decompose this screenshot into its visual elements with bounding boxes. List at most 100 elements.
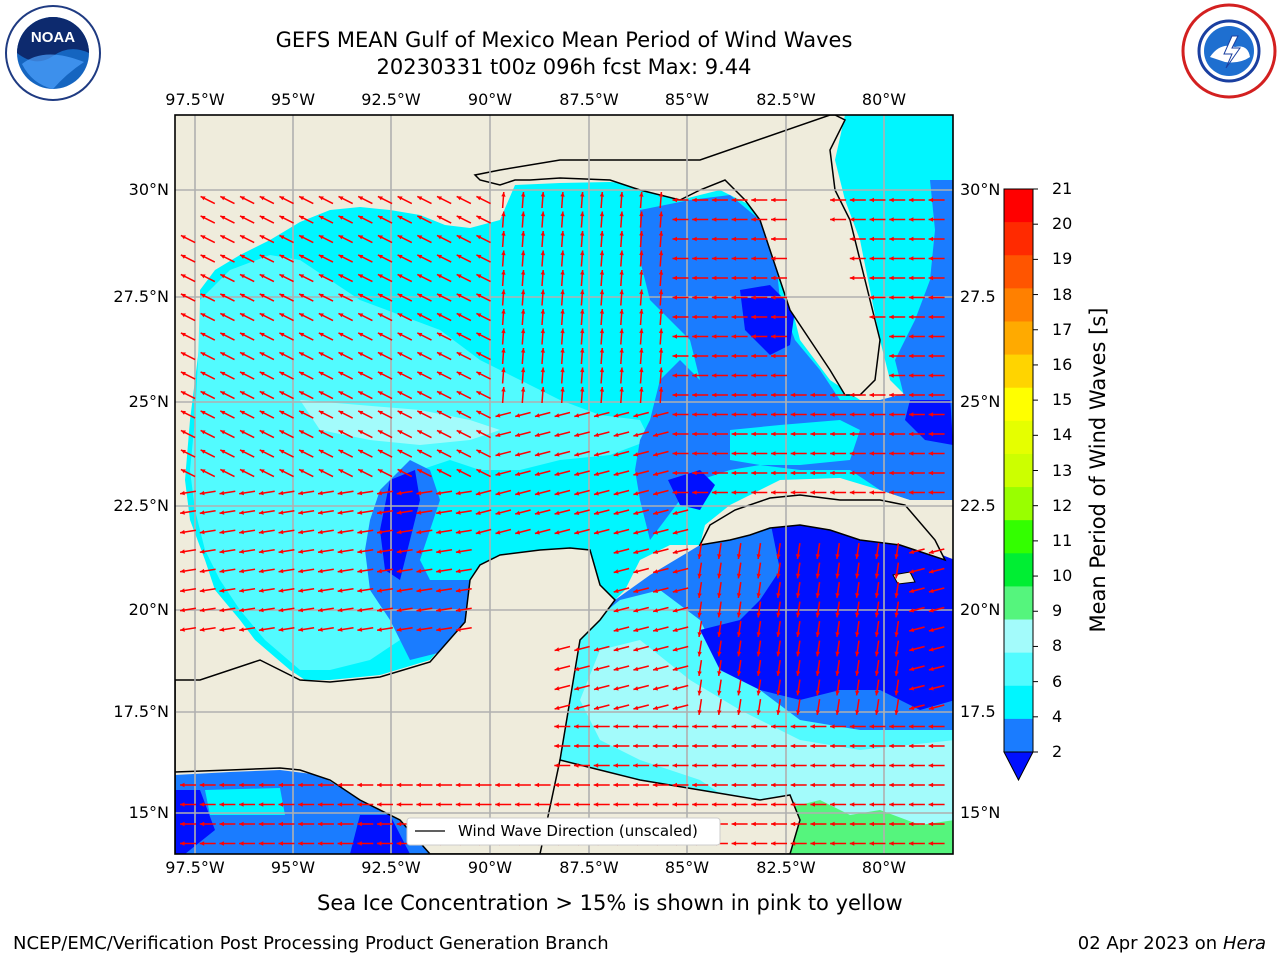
- wind-arrowhead: [653, 471, 658, 476]
- wind-arrowhead: [751, 392, 756, 398]
- wind-arrowhead: [751, 743, 756, 749]
- wind-arrowhead: [318, 627, 323, 632]
- wind-arrowhead: [540, 348, 545, 353]
- wind-arrowhead: [455, 549, 461, 554]
- wind-arrowhead: [717, 573, 722, 579]
- wind-arrowhead: [501, 192, 506, 197]
- wind-arrowhead: [377, 568, 382, 574]
- wind-arrowhead: [377, 449, 383, 454]
- wind-arrowhead: [639, 328, 644, 334]
- wind-arrowhead: [338, 332, 344, 337]
- wind-arrowhead: [278, 549, 284, 554]
- wind-arrowhead: [771, 451, 776, 456]
- wind-arrowhead: [830, 802, 835, 807]
- wind-arrowhead: [318, 274, 324, 279]
- wind-arrowhead: [476, 196, 482, 201]
- wind-arrowhead: [397, 371, 403, 376]
- wind-arrowhead: [239, 821, 244, 827]
- wind-arrowhead: [731, 314, 737, 320]
- wind-arrowhead: [200, 313, 206, 318]
- wind-arrowhead: [377, 821, 382, 827]
- colorbar-segment: [1004, 520, 1033, 554]
- wind-arrowhead: [756, 690, 761, 696]
- wind-arrowhead: [358, 332, 364, 337]
- colorbar-segment: [1004, 453, 1033, 488]
- wind-arrowhead: [436, 627, 441, 632]
- wind-arrowhead: [613, 647, 619, 652]
- wind-arrowhead: [633, 724, 638, 729]
- wind-arrowhead: [658, 309, 664, 314]
- wind-arrowhead: [849, 782, 855, 788]
- wind-arrowhead: [894, 690, 899, 696]
- wind-arrowhead: [437, 449, 442, 454]
- wind-arrowhead: [599, 231, 605, 236]
- wind-arrowhead: [633, 802, 638, 807]
- wind-arrowhead: [731, 295, 737, 300]
- wind-arrowhead: [574, 530, 580, 535]
- chart-title-line2: 20230331 t00z 096h fcst Max: 9.44: [376, 55, 752, 79]
- wind-arrowhead: [554, 724, 559, 729]
- wind-arrowhead: [639, 270, 644, 275]
- wind-arrowhead: [377, 430, 383, 435]
- wind-arrowhead: [672, 569, 678, 574]
- wind-arrowhead: [240, 430, 245, 435]
- wind-arrowhead: [928, 373, 934, 378]
- wind-arrowhead: [515, 510, 521, 515]
- wind-arrowhead: [771, 275, 776, 281]
- wind-arrowhead: [796, 710, 801, 715]
- wind-arrowhead: [259, 469, 265, 474]
- wind-arrowhead: [672, 705, 678, 710]
- wind-arrowhead: [692, 763, 697, 768]
- wind-arrowhead: [736, 651, 742, 657]
- wind-arrowhead: [810, 763, 815, 768]
- wind-arrowhead: [220, 352, 226, 357]
- wind-arrowhead: [278, 821, 283, 827]
- wind-arrowhead: [869, 802, 874, 807]
- wind-arrowhead: [928, 724, 934, 729]
- wind-arrowhead: [475, 530, 481, 535]
- wind-arrowhead: [580, 328, 585, 334]
- wind-arrowhead: [672, 647, 678, 652]
- wind-arrowhead: [337, 627, 343, 632]
- wind-arrowhead: [417, 235, 423, 240]
- wind-arrowhead: [377, 274, 383, 279]
- wind-arrowhead: [279, 254, 285, 259]
- wind-arrowhead: [180, 235, 186, 240]
- wind-arrowhead: [672, 412, 677, 417]
- wind-arrowhead: [874, 593, 880, 598]
- colorbar-tick-label: 15: [1052, 390, 1073, 410]
- wind-arrowhead: [672, 763, 677, 768]
- colorbar-segment: [1004, 652, 1033, 687]
- wind-arrowhead: [613, 608, 619, 613]
- wind-arrowhead: [692, 412, 697, 417]
- wind-arrowhead: [731, 763, 737, 768]
- colorbar-segment: [1004, 685, 1033, 720]
- wind-arrowhead: [180, 313, 186, 318]
- wind-arrowhead: [501, 231, 506, 236]
- wind-arrowhead: [639, 211, 644, 217]
- wind-arrowhead: [515, 530, 521, 535]
- wind-arrowhead: [495, 530, 501, 535]
- wind-arrowhead: [456, 332, 462, 337]
- wind-arrowhead: [534, 491, 540, 496]
- wind-arrowhead: [771, 841, 776, 846]
- wind-arrowhead: [377, 196, 383, 201]
- wind-arrowhead: [318, 352, 324, 357]
- wind-arrowhead: [200, 469, 206, 474]
- wind-arrowhead: [599, 387, 605, 392]
- wind-arrowhead: [495, 782, 500, 788]
- wind-arrowhead: [299, 235, 305, 240]
- wind-arrowhead: [357, 529, 363, 535]
- wind-arrowhead: [180, 549, 185, 554]
- wind-arrowhead: [200, 235, 206, 240]
- wind-arrowhead: [751, 334, 756, 339]
- wind-arrowhead: [574, 763, 579, 768]
- wind-arrowhead: [180, 568, 185, 574]
- wind-arrowhead: [200, 371, 206, 376]
- wind-arrowhead: [554, 763, 559, 768]
- wind-arrowhead: [318, 510, 323, 515]
- wind-arrowhead: [358, 371, 364, 376]
- wind-arrowhead: [200, 391, 206, 396]
- sea-ice-note: Sea Ice Concentration > 15% is shown in …: [317, 891, 903, 915]
- wind-arrowhead: [619, 367, 624, 373]
